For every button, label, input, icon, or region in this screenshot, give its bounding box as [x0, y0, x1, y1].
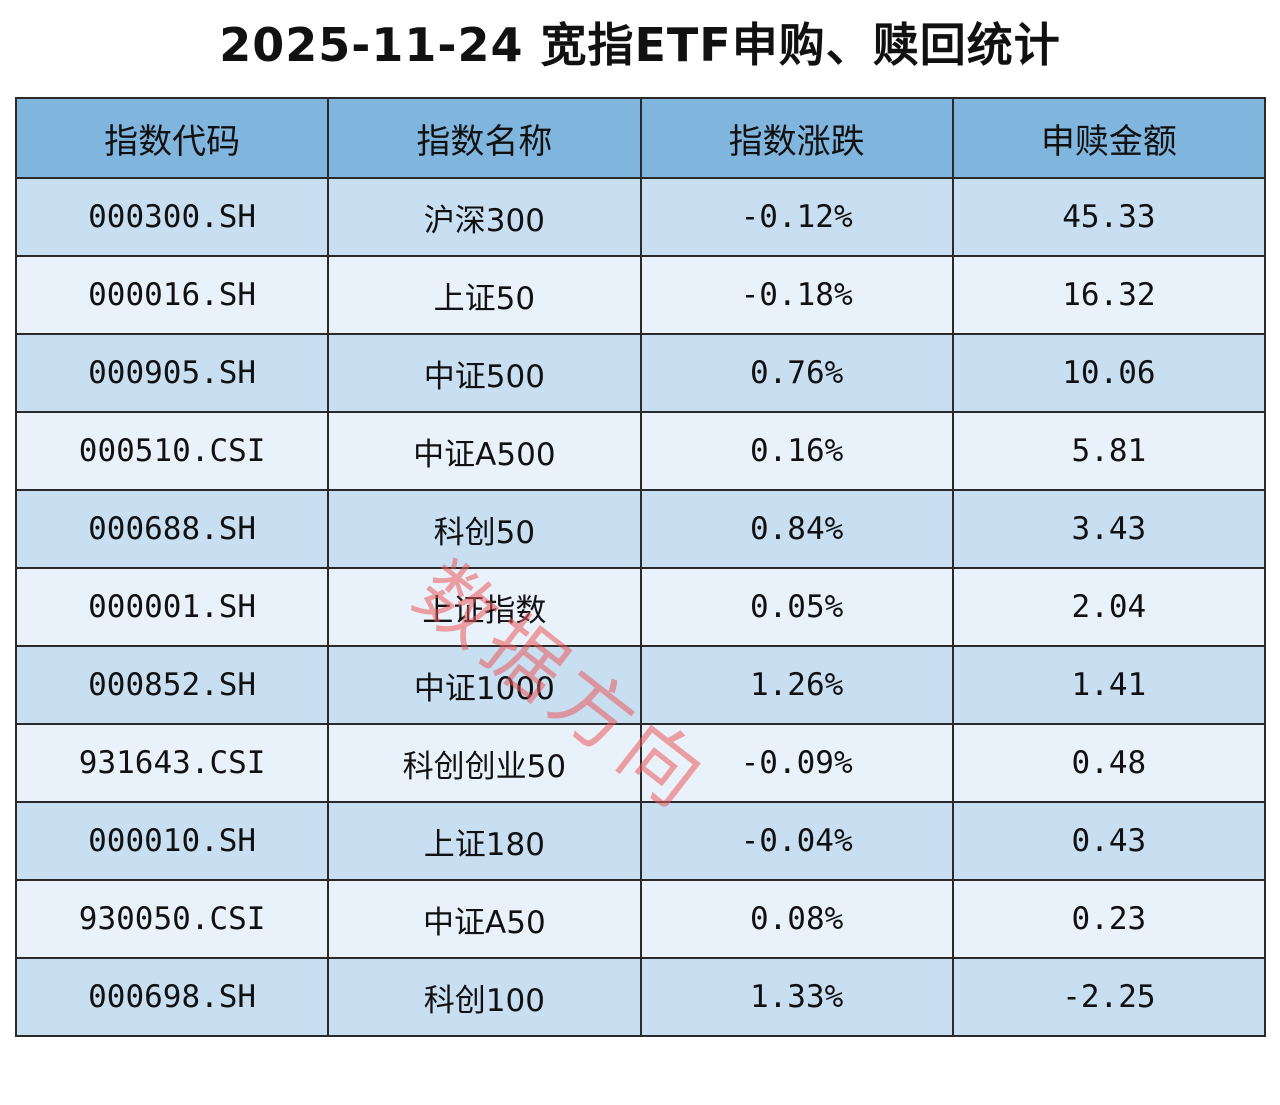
table-cell: 000852.SH — [14, 645, 330, 725]
table-cell: 科创50 — [327, 489, 642, 569]
table-row: 000010.SH 上证180 -0.04% 0.43 — [14, 801, 1267, 881]
table-cell: 沪深300 — [327, 177, 642, 257]
table-cell: -0.09% — [639, 723, 954, 803]
table-row: 000510.CSI 中证A500 0.16% 5.81 — [14, 411, 1267, 491]
column-header: 申赎金额 — [951, 97, 1267, 179]
table-cell: 3.43 — [951, 489, 1267, 569]
table-cell: 930050.CSI — [14, 879, 330, 959]
table-cell: 45.33 — [951, 177, 1267, 257]
table-cell: 中证A500 — [327, 411, 642, 491]
table-cell: 0.43 — [951, 801, 1267, 881]
table-row: 931643.CSI 科创创业50 -0.09% 0.48 — [14, 723, 1267, 803]
table-cell: 0.08% — [639, 879, 954, 959]
table-cell: 000300.SH — [14, 177, 330, 257]
table-cell: 0.48 — [951, 723, 1267, 803]
table-cell: 0.05% — [639, 567, 954, 647]
table-row: 000698.SH 科创100 1.33% -2.25 — [14, 957, 1267, 1037]
table-cell: 1.33% — [639, 957, 954, 1037]
table-cell: 10.06 — [951, 333, 1267, 413]
etf-table: 指数代码 指数名称 指数涨跌 申赎金额 000300.SH 沪深300 -0.12% 45.… — [14, 97, 1267, 1037]
column-header: 指数涨跌 — [639, 97, 954, 179]
table-cell: 中证A50 — [327, 879, 642, 959]
table-cell: -0.18% — [639, 255, 954, 335]
title: 2025-11-24 宽指ETF申购、赎回统计 — [219, 18, 1061, 72]
table-row: 000300.SH 沪深300 -0.12% 45.33 — [14, 177, 1267, 257]
table-cell: 科创创业50 — [327, 723, 642, 803]
table-row: 000905.SH 中证500 0.76% 10.06 — [14, 333, 1267, 413]
table-row: 000001.SH 上证指数 0.05% 2.04 — [14, 567, 1267, 647]
table-cell: 上证50 — [327, 255, 642, 335]
table-cell: 931643.CSI — [14, 723, 330, 803]
table-cell: 0.84% — [639, 489, 954, 569]
table-cell: 中证1000 — [327, 645, 642, 725]
table-cell: 000688.SH — [14, 489, 330, 569]
table-row: 000688.SH 科创50 0.84% 3.43 — [14, 489, 1267, 569]
table-cell: -0.04% — [639, 801, 954, 881]
table-cell: 0.23 — [951, 879, 1267, 959]
table-cell: 0.76% — [639, 333, 954, 413]
table-cell: 1.26% — [639, 645, 954, 725]
table-row: 000016.SH 上证50 -0.18% 16.32 — [14, 255, 1267, 335]
column-header: 指数代码 — [14, 97, 330, 179]
table-row: 000852.SH 中证1000 1.26% 1.41 — [14, 645, 1267, 725]
table-cell: -0.12% — [639, 177, 954, 257]
table-cell: 上证180 — [327, 801, 642, 881]
table-cell: 000510.CSI — [14, 411, 330, 491]
table-cell: 1.41 — [951, 645, 1267, 725]
table-cell: 5.81 — [951, 411, 1267, 491]
table-cell: -2.25 — [951, 957, 1267, 1037]
table-cell: 科创100 — [327, 957, 642, 1037]
table-cell: 中证500 — [327, 333, 642, 413]
table-cell: 16.32 — [951, 255, 1267, 335]
table-row: 930050.CSI 中证A50 0.08% 0.23 — [14, 879, 1267, 959]
column-header: 指数名称 — [327, 97, 642, 179]
table-cell: 000698.SH — [14, 957, 330, 1037]
header-row: 指数代码 指数名称 指数涨跌 申赎金额 — [14, 97, 1267, 179]
table-cell: 000905.SH — [14, 333, 330, 413]
table-cell: 2.04 — [951, 567, 1267, 647]
table-cell: 0.16% — [639, 411, 954, 491]
table-body: 000300.SH 沪深300 -0.12% 45.33 000016.SH 上证50 -0… — [14, 177, 1267, 1037]
table-cell: 000010.SH — [14, 801, 330, 881]
table-cell: 000016.SH — [14, 255, 330, 335]
table-cell: 上证指数 — [327, 567, 642, 647]
table-cell: 000001.SH — [14, 567, 330, 647]
